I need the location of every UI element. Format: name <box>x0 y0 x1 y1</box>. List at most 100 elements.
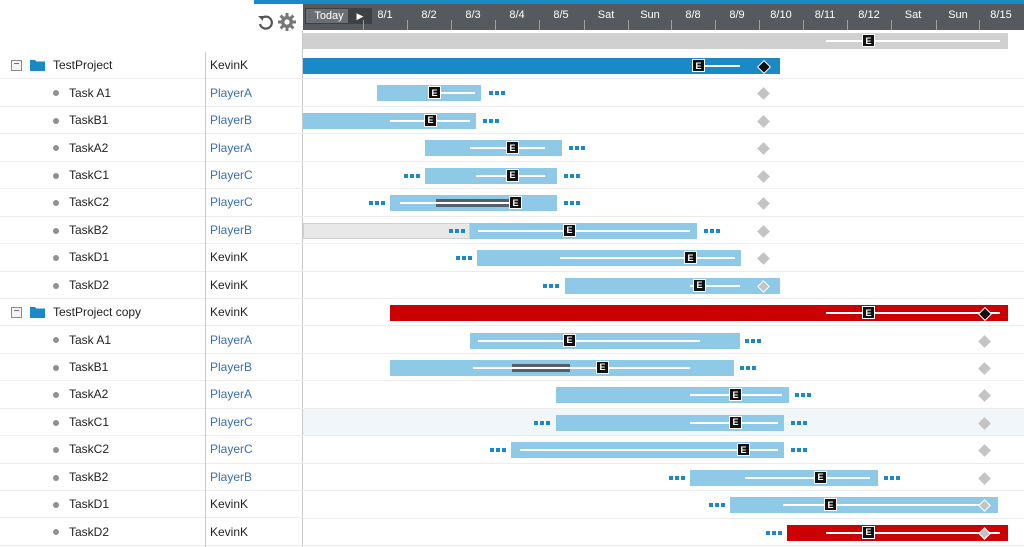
task-row[interactable]: TaskB1 PlayerB <box>0 107 303 135</box>
dependency-dots-icon <box>740 365 756 370</box>
baseline-bar[interactable] <box>303 222 470 239</box>
task-owner[interactable]: KevinK <box>210 58 249 73</box>
collapse-toggle-icon[interactable]: − <box>11 60 22 71</box>
dependency-dots-icon <box>669 475 685 480</box>
task-row[interactable]: TaskA2 PlayerA <box>0 381 303 409</box>
task-row[interactable]: TaskC2 PlayerC <box>0 436 303 464</box>
estimate-marker: E <box>509 196 522 210</box>
gantt-row <box>303 464 1024 492</box>
dependency-dots-icon <box>489 91 505 96</box>
task-row[interactable]: TaskC1 PlayerC <box>0 162 303 190</box>
task-bullet-icon <box>53 117 59 124</box>
timeline-summary-bar[interactable] <box>303 33 1008 49</box>
dependency-dots-icon <box>569 146 585 151</box>
task-owner[interactable]: PlayerA <box>210 387 253 402</box>
dependency-dots-icon <box>745 338 761 343</box>
task-owner[interactable]: PlayerB <box>210 469 253 484</box>
estimate-marker: E <box>814 470 827 484</box>
task-owner[interactable]: PlayerB <box>210 360 253 375</box>
task-owner[interactable]: PlayerA <box>210 332 253 347</box>
task-owner[interactable]: PlayerB <box>210 222 253 237</box>
task-bullet-icon <box>53 392 59 399</box>
project-row[interactable]: − TestProject copy KevinK <box>0 299 303 327</box>
gear-icon[interactable] <box>277 12 297 32</box>
task-row[interactable]: TaskB2 PlayerB <box>0 464 303 491</box>
estimate-marker: E <box>506 168 519 182</box>
undo-icon[interactable] <box>256 12 276 32</box>
today-button[interactable]: Today <box>305 8 353 24</box>
task-name[interactable]: TaskC1 <box>69 167 110 182</box>
task-owner[interactable]: PlayerC <box>210 414 253 429</box>
date-label: Sat <box>904 9 922 21</box>
progress-line <box>520 449 778 452</box>
task-row[interactable]: TaskD1 KevinK <box>0 244 303 272</box>
project-bar[interactable] <box>390 305 1008 322</box>
task-name[interactable]: Task A1 <box>69 332 112 347</box>
task-row[interactable]: TaskC1 PlayerC <box>0 409 303 437</box>
task-bar[interactable] <box>556 414 784 431</box>
task-owner[interactable]: KevinK <box>210 305 249 320</box>
task-owner[interactable]: KevinK <box>210 497 249 512</box>
dependency-dots-icon <box>456 256 472 261</box>
task-owner[interactable]: PlayerA <box>210 85 253 100</box>
task-owner[interactable]: PlayerA <box>210 140 253 155</box>
date-label: 8/3 <box>465 9 481 21</box>
task-row[interactable]: TaskD1 KevinK <box>0 491 303 519</box>
dependency-dots-icon <box>564 173 580 178</box>
task-name[interactable]: TaskC1 <box>69 414 110 429</box>
task-owner[interactable]: KevinK <box>210 277 249 292</box>
task-name[interactable]: TaskD2 <box>69 277 110 292</box>
task-row[interactable]: Task A1 PlayerA <box>0 326 303 354</box>
estimate-marker: E <box>596 360 609 374</box>
progress-line <box>826 312 1000 315</box>
next-period-button[interactable]: ▶ <box>348 8 372 24</box>
progress-line <box>478 229 690 232</box>
task-owner[interactable]: KevinK <box>210 250 249 265</box>
header-accent-strip <box>254 0 1024 4</box>
task-name[interactable]: TaskD1 <box>69 497 110 512</box>
collapse-toggle-icon[interactable]: − <box>11 306 22 318</box>
task-name[interactable]: TaskC2 <box>69 442 110 457</box>
task-name[interactable]: TestProject copy <box>53 305 142 320</box>
gantt-row <box>303 436 1024 464</box>
task-name[interactable]: TaskB1 <box>69 113 109 128</box>
date-label: 8/1 <box>377 9 393 21</box>
task-name[interactable]: TaskC2 <box>69 195 110 210</box>
project-bar[interactable] <box>303 58 780 74</box>
task-name[interactable]: TaskB1 <box>69 360 109 375</box>
project-row[interactable]: − TestProject KevinK <box>0 52 303 80</box>
task-owner[interactable]: PlayerC <box>210 442 253 457</box>
task-row[interactable]: TaskD2 KevinK <box>0 272 303 299</box>
owner-column-divider[interactable] <box>205 52 206 547</box>
task-owner[interactable]: KevinK <box>210 524 249 539</box>
task-row[interactable]: Task A1 PlayerA <box>0 79 303 107</box>
task-row[interactable]: TaskA2 PlayerA <box>0 134 303 162</box>
task-name[interactable]: TestProject <box>53 58 113 73</box>
estimate-marker: E <box>692 59 705 72</box>
task-bullet-icon <box>53 200 59 207</box>
task-owner[interactable]: PlayerB <box>210 113 253 128</box>
task-bar[interactable] <box>565 277 780 294</box>
task-name[interactable]: TaskB2 <box>69 222 109 237</box>
date-tick <box>671 20 672 30</box>
task-row[interactable]: TaskB2 PlayerB <box>0 217 303 245</box>
progress-line <box>473 366 690 369</box>
date-label: 8/5 <box>553 9 569 21</box>
task-row[interactable]: TaskC2 PlayerC <box>0 189 303 217</box>
task-name[interactable]: Task A1 <box>69 85 112 100</box>
task-owner[interactable]: PlayerC <box>210 167 253 182</box>
estimate-marker: E <box>737 443 750 457</box>
task-row[interactable]: TaskB1 PlayerB <box>0 354 303 382</box>
task-bullet-icon <box>53 282 59 289</box>
task-name[interactable]: TaskA2 <box>69 140 109 155</box>
task-name[interactable]: TaskA2 <box>69 387 109 402</box>
task-owner[interactable]: PlayerC <box>210 195 253 210</box>
task-row[interactable]: TaskD2 KevinK <box>0 518 303 546</box>
task-name[interactable]: TaskD2 <box>69 524 110 539</box>
dependency-dots-icon <box>483 118 499 123</box>
date-tick <box>803 20 804 30</box>
task-name[interactable]: TaskD1 <box>69 250 110 265</box>
gantt-row <box>303 354 1024 382</box>
task-name[interactable]: TaskB2 <box>69 469 109 484</box>
